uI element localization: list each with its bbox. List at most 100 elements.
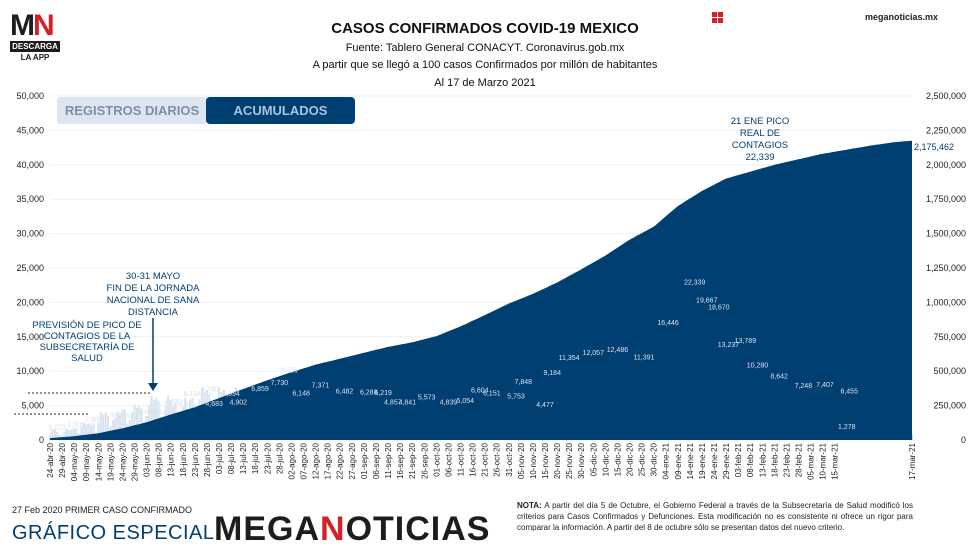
sana-distancia-annotation-line: NACIONAL DE SANA bbox=[107, 295, 200, 306]
left-axis-tick: 45,000 bbox=[16, 125, 44, 135]
daily-bar bbox=[87, 423, 90, 440]
daily-bar bbox=[133, 404, 136, 440]
daily-value-label: 13,237 bbox=[718, 342, 740, 349]
tab-daily-records[interactable]: REGISTROS DIARIOS bbox=[57, 97, 207, 124]
daily-bar bbox=[106, 415, 109, 440]
left-axis-tick: 5,000 bbox=[21, 401, 44, 411]
x-axis-tick: 18-jun-20 bbox=[179, 442, 188, 476]
daily-value-label: 9,184 bbox=[543, 370, 561, 377]
daily-bar bbox=[51, 430, 54, 440]
left-axis-tick: 40,000 bbox=[16, 160, 44, 170]
x-axis-tick: 26-sep-20 bbox=[420, 442, 429, 479]
x-axis-tick: 28-jul-20 bbox=[275, 442, 284, 474]
daily-value-label: 5,054 bbox=[457, 398, 475, 405]
peak-annotation-line: REAL DE bbox=[740, 128, 780, 139]
left-axis-tick: 20,000 bbox=[16, 297, 44, 307]
daily-value-label: 4,841 bbox=[399, 400, 417, 407]
x-axis-tick: 29-may-20 bbox=[131, 442, 140, 481]
daily-bar bbox=[63, 431, 66, 440]
logo-app-label: LA APP bbox=[20, 53, 50, 62]
daily-bar bbox=[123, 409, 126, 440]
daily-bar bbox=[92, 423, 95, 440]
special-graphic-label: GRÁFICO ESPECIAL bbox=[12, 522, 215, 544]
x-axis-tick: 10-dic-20 bbox=[601, 442, 610, 476]
x-axis-tick: 23-feb-21 bbox=[782, 442, 791, 477]
daily-bar bbox=[65, 429, 68, 440]
daily-bar bbox=[102, 414, 105, 440]
x-axis-tick: 13-jul-20 bbox=[239, 442, 248, 474]
daily-bar bbox=[48, 434, 52, 440]
daily-value-label: 4,902 bbox=[230, 399, 248, 406]
x-axis-tick: 20-nov-20 bbox=[553, 442, 562, 479]
peak-annotation-line: 21 ENE PICO bbox=[731, 116, 790, 127]
daily-value-label: 4,477 bbox=[536, 402, 554, 409]
x-axis-tick: 29-abr-20 bbox=[58, 442, 67, 477]
chart-source: Fuente: Tablero General CONACYT. Coronav… bbox=[345, 42, 625, 54]
daily-value-label: 7,407 bbox=[816, 382, 834, 389]
daily-value-label: 2,885 bbox=[121, 413, 139, 420]
left-axis-tick: 15,000 bbox=[16, 332, 44, 342]
right-axis: 0 250,000 500,000 750,000 1,000,000 1,250,000… bbox=[926, 91, 966, 445]
x-axis-tick: 08-jul-20 bbox=[227, 442, 236, 474]
daily-value-label: 6,219 bbox=[374, 390, 392, 397]
x-axis-tick: 24-ene-21 bbox=[710, 442, 719, 479]
x-axis-tick: 10-mar-21 bbox=[819, 442, 828, 479]
x-axis-tick: 25-dic-20 bbox=[638, 442, 647, 476]
x-axis-tick: 27-ago-20 bbox=[348, 442, 357, 479]
logo-mark: MN bbox=[10, 9, 55, 42]
x-axis-tick: 23-jun-20 bbox=[191, 442, 200, 476]
daily-bar bbox=[97, 422, 100, 440]
daily-bar bbox=[114, 418, 117, 440]
daily-value-label: 4,410 bbox=[179, 403, 197, 410]
daily-value-label: 11,391 bbox=[634, 355, 655, 362]
daily-value-label: 6,104 bbox=[184, 391, 202, 398]
first-case-note: 27 Feb 2020 PRIMER CASO CONFIRMADO bbox=[12, 505, 193, 515]
left-axis-tick: 30,000 bbox=[16, 229, 44, 239]
chart-title: CASOS CONFIRMADOS COVID-19 MEXICO bbox=[331, 20, 639, 37]
right-axis-tick: 1,500,000 bbox=[926, 229, 966, 239]
daily-bar bbox=[80, 426, 83, 440]
site-url[interactable]: meganoticias.mx bbox=[864, 12, 938, 22]
right-axis-tick: 750,000 bbox=[933, 332, 966, 342]
peak-annotation-line: CONTAGIOS bbox=[732, 140, 788, 151]
right-axis-tick: 1,750,000 bbox=[926, 194, 966, 204]
left-axis-tick: 0 bbox=[39, 435, 44, 445]
x-axis-tick: 05-dic-20 bbox=[589, 442, 598, 476]
prevision-annotation-line: SALUD bbox=[71, 353, 103, 364]
daily-value-label: 6,455 bbox=[840, 389, 858, 396]
x-axis-tick: 10-nov-20 bbox=[529, 442, 538, 479]
accumulated-area bbox=[50, 140, 912, 440]
meganoticias-logo[interactable]: MN DESCARGA LA APP bbox=[10, 9, 60, 62]
daily-value-label: 4,857 bbox=[384, 400, 402, 407]
daily-bar bbox=[73, 427, 76, 440]
daily-bar bbox=[116, 411, 119, 440]
x-axis-tick: 08-feb-21 bbox=[746, 442, 755, 477]
sana-distancia-annotation-line: DISTANCIA bbox=[128, 307, 179, 318]
right-axis-tick: 2,250,000 bbox=[926, 125, 966, 135]
daily-bar bbox=[68, 430, 71, 440]
right-axis-tick: 1,250,000 bbox=[926, 263, 966, 273]
daily-bar bbox=[70, 429, 73, 440]
daily-value-label: 6,859 bbox=[251, 386, 269, 393]
x-axis-tick: 14-ene-21 bbox=[686, 442, 695, 479]
x-axis: 24-abr-20 29-abr-20 04-may-20 09-may-20 14-m… bbox=[46, 442, 917, 481]
prevision-annotation-line: CONTAGIOS DE LA bbox=[44, 331, 131, 342]
daily-bar bbox=[111, 419, 114, 440]
daily-value-label: 12,057 bbox=[583, 350, 605, 357]
daily-bar bbox=[118, 414, 122, 440]
x-axis-tick: 19-ene-21 bbox=[698, 442, 707, 479]
x-axis-tick: 20-dic-20 bbox=[625, 442, 634, 476]
x-axis-tick: 15-dic-20 bbox=[613, 442, 622, 476]
x-axis-tick: 13-jun-20 bbox=[167, 442, 176, 476]
left-axis-tick: 35,000 bbox=[16, 194, 44, 204]
x-axis-tick: 15-nov-20 bbox=[541, 442, 550, 479]
grid-menu-icon[interactable] bbox=[712, 12, 723, 23]
methodology-note: NOTA: A partir del día 5 de Octubre, el … bbox=[517, 501, 913, 532]
daily-value-label: 10,280 bbox=[747, 362, 769, 369]
x-axis-tick: 17-ago-20 bbox=[324, 442, 333, 479]
daily-value-label: 11,354 bbox=[559, 355, 580, 362]
daily-bar bbox=[138, 406, 141, 440]
tab-accumulated[interactable]: ACUMULADOS bbox=[206, 97, 355, 124]
x-axis-tick: 28-jun-20 bbox=[203, 442, 212, 476]
